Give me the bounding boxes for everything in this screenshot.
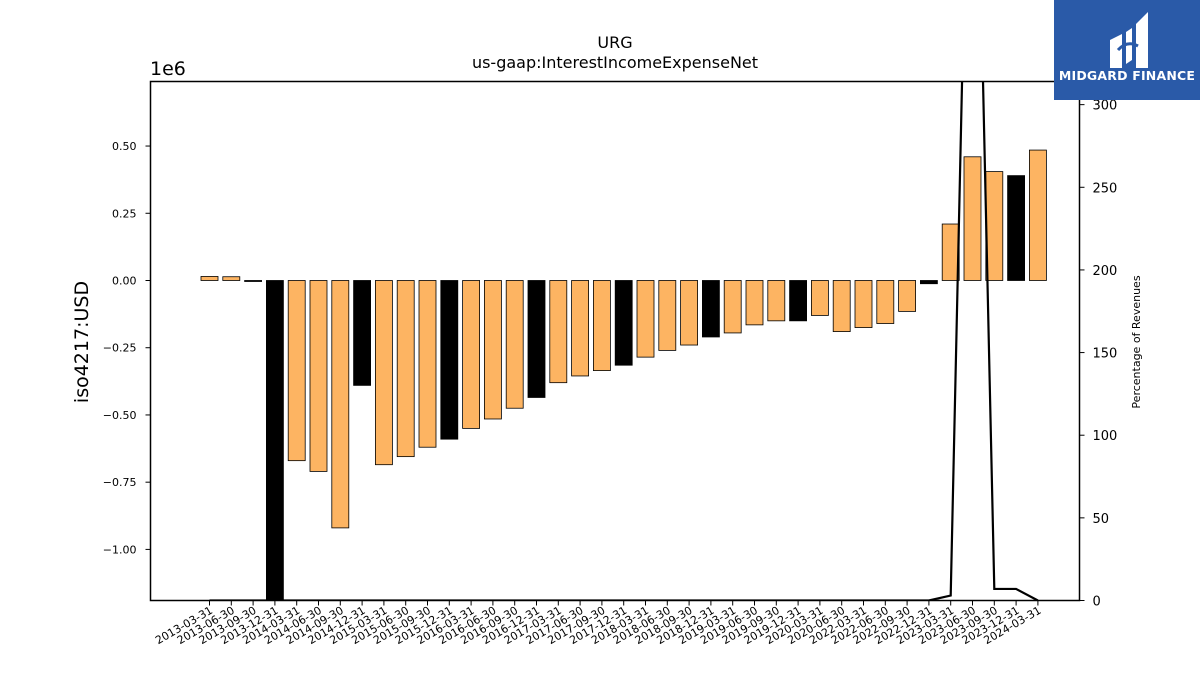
y2-axis-label: Percentage of Revenues — [1130, 275, 1143, 408]
bar-2015-06-30 — [396, 280, 415, 458]
bar-2013-03-31 — [200, 276, 219, 281]
bar-2014-12-31 — [353, 280, 372, 386]
y2-tick-label: 200 — [1093, 264, 1118, 279]
bar-2016-12-31 — [527, 280, 546, 398]
bar-2015-09-30 — [418, 280, 437, 448]
y2-tick-label: 0 — [1093, 595, 1101, 610]
y-tick-label: 0.50 — [112, 140, 137, 153]
brand-logo: MIDGARD FINANCE — [1054, 0, 1200, 100]
y2-tick-label: 50 — [1093, 512, 1110, 527]
bar-2022-09-30 — [898, 280, 916, 312]
bar-2017-06-30 — [571, 280, 589, 377]
bar-2013-06-30 — [222, 276, 241, 281]
bar-2017-09-30 — [593, 280, 611, 371]
bar-2017-12-31 — [614, 280, 633, 366]
bar-2018-06-30 — [658, 280, 677, 351]
bar-2018-12-31 — [702, 280, 720, 338]
bar-2015-12-31 — [440, 280, 459, 440]
y2-tick-label: 150 — [1093, 347, 1118, 362]
bar-2022-06-30 — [876, 280, 895, 324]
y2-tick-label: 100 — [1093, 429, 1118, 444]
bar-2020-06-30 — [832, 280, 851, 332]
bar-2016-09-30 — [505, 280, 524, 409]
bar-2014-06-30 — [309, 280, 328, 472]
brand-name: MIDGARD FINANCE — [1058, 68, 1196, 83]
bar-2018-03-31 — [636, 280, 655, 358]
y-tick-label: 0.25 — [112, 207, 137, 220]
bar-2023-12-31 — [1007, 175, 1025, 281]
bar-group — [200, 149, 1047, 601]
bar-2018-09-30 — [680, 280, 698, 346]
bar-2022-12-31 — [920, 280, 938, 285]
y-tick-label: −0.25 — [103, 342, 137, 355]
y-tick-label: −0.75 — [103, 476, 137, 489]
bar-2014-09-30 — [331, 280, 350, 529]
bar-2017-03-31 — [549, 280, 568, 384]
bar-2013-12-31 — [265, 280, 284, 601]
bar-2019-09-30 — [767, 280, 786, 322]
plot-frame — [149, 80, 1081, 602]
y-tick-label: −1.00 — [103, 543, 137, 556]
bar-2020-03-31 — [811, 280, 829, 316]
bar-2019-06-30 — [745, 280, 764, 326]
y-tick-label: 0.00 — [112, 274, 137, 287]
bar-2015-03-31 — [374, 280, 393, 466]
bar-2022-03-31 — [854, 280, 873, 328]
y-offset-label: 1e6 — [150, 58, 186, 80]
bar-2023-03-31 — [941, 223, 960, 281]
y-tick-label: −0.50 — [103, 409, 137, 422]
bar-2016-06-30 — [483, 280, 502, 420]
bar-2019-03-31 — [723, 280, 742, 334]
bar-2014-03-31 — [287, 280, 306, 462]
y2-tick-label: 250 — [1093, 181, 1118, 196]
bar-2023-09-30 — [985, 171, 1004, 281]
bar-2016-03-31 — [462, 280, 481, 429]
logo-mark-icon — [1110, 12, 1148, 68]
tick-group: 0.50 0.25 0.00 −0.25 −0.50 −0.75 −1.00 0 50 100 15… — [103, 99, 1118, 647]
bar-2019-12-31 — [789, 280, 807, 322]
y2-tick-label: 300 — [1093, 99, 1118, 114]
chart-subtitle: us-gaap:InterestIncomeExpenseNet — [472, 53, 758, 72]
bar-2013-09-30 — [244, 280, 263, 282]
bar-2023-06-30 — [963, 156, 982, 281]
chart-title: URG — [597, 33, 632, 52]
y-axis-label: iso4217:USD — [71, 281, 93, 403]
bar-2024-03-31 — [1029, 149, 1047, 281]
